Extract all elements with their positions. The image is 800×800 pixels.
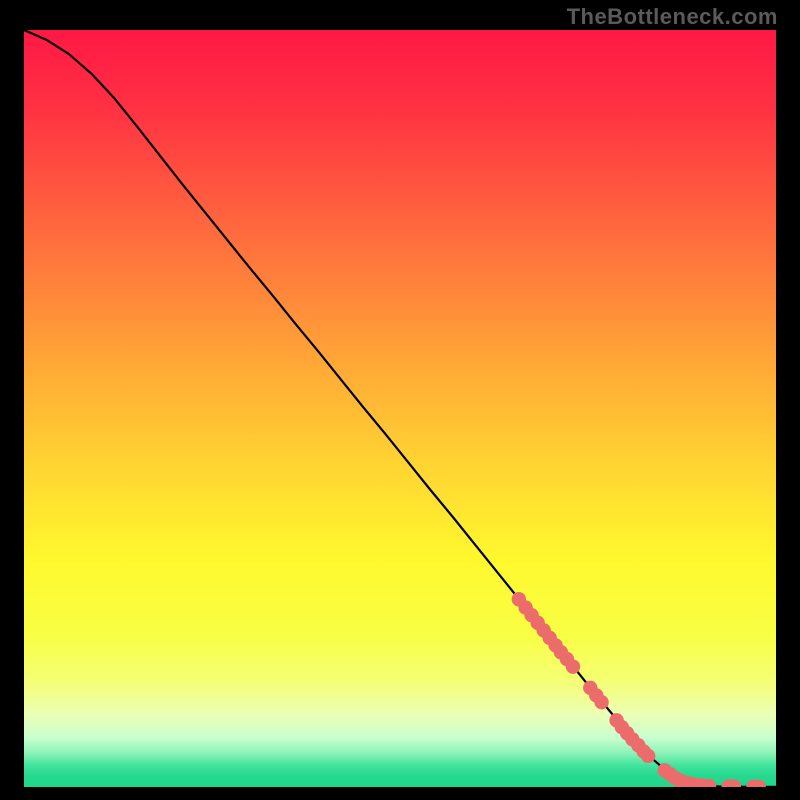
chart-frame: TheBottleneck.com — [0, 0, 800, 800]
plot-area — [24, 30, 776, 787]
watermark-text: TheBottleneck.com — [567, 4, 778, 30]
data-marker — [566, 659, 580, 673]
plot-svg — [24, 30, 776, 787]
plot-background — [24, 30, 776, 787]
data-marker — [594, 695, 608, 709]
data-marker — [641, 749, 655, 763]
